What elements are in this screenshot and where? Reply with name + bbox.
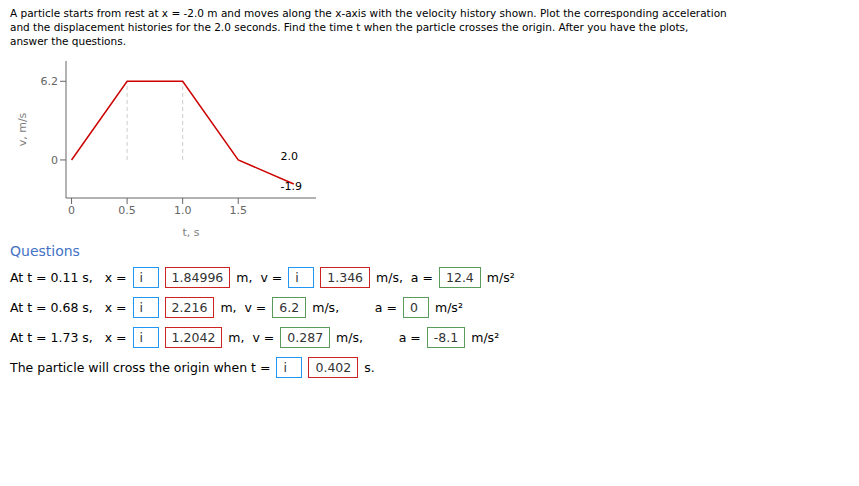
- html-text:1.346: 1.346: [327, 270, 363, 285]
- html-text:Questions: Questions: [10, 242, 80, 259]
- html-text:6.2: 6.2: [279, 300, 300, 315]
- html-text:i: i: [139, 330, 144, 345]
- svg-text:0.5: 0.5: [118, 203, 136, 216]
- html-text:At t = 0.68 s, x =: At t = 0.68 s, x =: [10, 300, 127, 315]
- html-text:m/s²: m/s²: [435, 300, 463, 315]
- svg-text:0: 0: [51, 153, 58, 166]
- html-text:2.216: 2.216: [171, 300, 208, 315]
- html-text:0.287: 0.287: [287, 330, 324, 345]
- html-text:The particle will cross the or: The particle will cross the origin when …: [10, 360, 271, 375]
- html-text:i: i: [283, 360, 287, 375]
- html-text:m/s, a =: m/s, a =: [336, 330, 421, 345]
- html-text:m, v =: m, v =: [220, 300, 267, 315]
- html-text:1.84996: 1.84996: [171, 270, 224, 285]
- html-text:0.402: 0.402: [315, 360, 352, 375]
- html-text:i: i: [139, 270, 144, 285]
- html-text:i: i: [139, 300, 144, 315]
- html-text:At t = 0.11 s, x =: At t = 0.11 s, x =: [10, 270, 127, 285]
- html-text:m, v =: m, v =: [236, 270, 283, 285]
- svg-text:-1.9: -1.9: [280, 179, 301, 192]
- html-text:A particle starts from rest at: A particle starts from rest at x = -2.0 …: [10, 7, 727, 48]
- svg-text:2.0: 2.0: [280, 150, 298, 163]
- html-text:m/s²: m/s²: [486, 270, 515, 285]
- html-text:s.: s.: [364, 360, 375, 375]
- html-text:m/s²: m/s²: [471, 330, 500, 345]
- html-text:-8.1: -8.1: [433, 330, 459, 345]
- svg-text:6.2: 6.2: [41, 75, 59, 88]
- svg-text:1.5: 1.5: [229, 203, 247, 216]
- html-text:1.2042: 1.2042: [171, 330, 216, 345]
- html-text:m/s, a =: m/s, a =: [376, 270, 433, 285]
- html-text:i: i: [295, 270, 299, 285]
- html-text:m/s, a =: m/s, a =: [312, 300, 397, 315]
- svg-text:1.0: 1.0: [174, 203, 192, 216]
- svg-text:v, m/s: v, m/s: [16, 112, 29, 146]
- html-text:12.4: 12.4: [446, 270, 474, 285]
- html-text:At t = 1.73 s, x =: At t = 1.73 s, x =: [10, 330, 127, 345]
- svg-text:t, s: t, s: [182, 226, 199, 239]
- svg-text:0: 0: [68, 203, 75, 216]
- html-text:0: 0: [410, 300, 418, 315]
- html-text:m, v =: m, v =: [228, 330, 275, 345]
